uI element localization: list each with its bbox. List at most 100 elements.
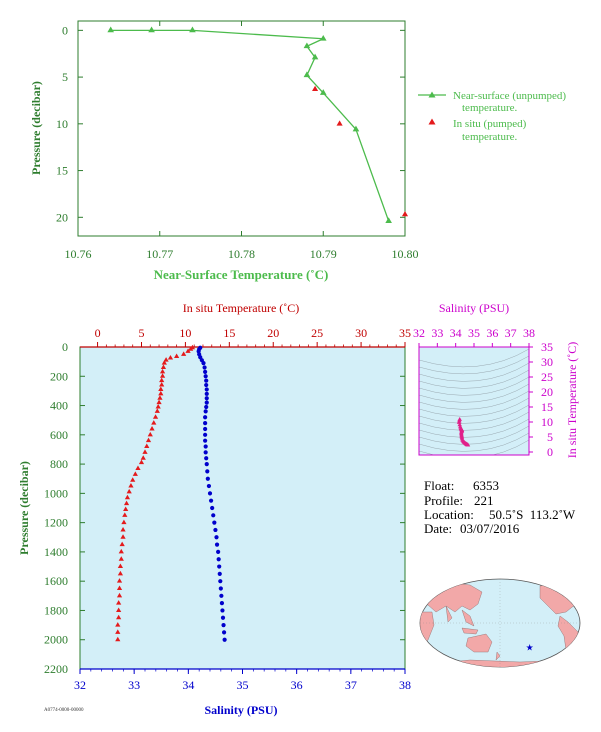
profile-pressure-tick-labels: 0 200 400 600 800 1000 1200 1400 1600 1800 2000 220… [44, 340, 68, 676]
salinity-tick-label: 38 [399, 678, 411, 692]
near-surface-point [311, 53, 319, 60]
near-surface-point [352, 125, 360, 132]
temperature-point [149, 425, 155, 431]
temperature-point [115, 636, 121, 642]
footer-code: A0774-0000-00000 [44, 708, 84, 713]
salinity-tick-label: 36 [291, 678, 303, 692]
float-value: 6353 [473, 478, 499, 493]
salinity-point [204, 391, 209, 396]
salinity-point [216, 557, 221, 562]
x-tick-label: 10.80 [392, 247, 419, 261]
x-tick-label: 10.78 [228, 247, 255, 261]
salinity-point [206, 483, 212, 489]
salinity-point [203, 450, 208, 455]
location-label: Location: [424, 507, 474, 522]
ts-y-tick-label: 30 [541, 355, 553, 369]
profile-salinity-series [196, 345, 227, 642]
temperature-point [157, 395, 163, 400]
near-surface-x-tick-labels: 10.76 10.77 10.78 10.79 10.80 [65, 247, 419, 261]
pressure-tick-label: 600 [50, 428, 68, 442]
ts-x-tick-label: 37 [505, 326, 517, 340]
location-info-row: Location: 50.5˚S 113.2˚W [424, 507, 575, 523]
temperature-point [154, 408, 160, 413]
ts-y-tick-label: 10 [541, 415, 553, 429]
pressure-tick-label: 800 [50, 457, 68, 471]
salinity-point [203, 432, 208, 437]
temperature-point [121, 519, 127, 525]
legend-label-near-surface-1: Near-surface (unpumped) [453, 90, 566, 102]
profile-temperature-axis-label: In situ Temperature (˚C) [183, 301, 300, 315]
pressure-tick-label: 1200 [44, 516, 68, 530]
ts-x-tick-label: 32 [413, 326, 425, 340]
location-value: 50.5˚S 113.2˚W [489, 507, 576, 522]
salinity-point [219, 593, 224, 598]
salinity-point [204, 396, 209, 401]
profile-salinity-tick-labels: 32 33 34 35 36 37 38 [74, 678, 411, 692]
temperature-point [116, 585, 123, 590]
profile-temperature-series [115, 344, 196, 642]
salinity-point [213, 527, 218, 533]
x-tick-label: 10.77 [146, 247, 173, 261]
legend-label-near-surface-2: temperature. [462, 102, 518, 114]
temperature-point [118, 548, 124, 554]
legend-label-in-situ-2: temperature. [462, 131, 518, 143]
salinity-point [214, 535, 219, 540]
float-info-row: Float: 6353 [424, 478, 499, 494]
ts-x-tick-label: 33 [431, 326, 443, 340]
x-tick-label: 10.76 [65, 247, 92, 261]
temperature-point [120, 534, 126, 539]
legend-label-in-situ-1: In situ (pumped) [453, 118, 527, 130]
ts-ticks [418, 343, 533, 453]
y-tick-label: 0 [62, 23, 68, 37]
salinity-tick-label: 37 [345, 678, 357, 692]
near-surface-point [107, 26, 115, 33]
salinity-tick-label: 34 [182, 678, 194, 692]
salinity-point [219, 601, 225, 606]
in-situ-point [312, 85, 319, 91]
near-surface-point [189, 26, 196, 33]
salinity-point [212, 520, 217, 525]
salinity-point [216, 549, 221, 555]
temperature-point [116, 600, 122, 605]
profile-label: Profile: [424, 493, 463, 508]
temperature-point [140, 455, 146, 460]
date-label: Date: [424, 521, 453, 536]
salinity-point [204, 404, 209, 410]
near-surface-point [303, 42, 311, 49]
salinity-point [211, 513, 216, 518]
salinity-point [220, 608, 225, 613]
temperature-point [122, 512, 128, 517]
salinity-point [208, 498, 214, 503]
near-surface-y-axis-label: Pressure (decibar) [29, 81, 43, 175]
temperature-point [138, 459, 145, 465]
temperature-tick-label: 20 [267, 326, 279, 340]
pressure-tick-label: 1400 [44, 545, 68, 559]
temperature-point [126, 488, 132, 494]
salinity-point [204, 461, 209, 467]
star-icon: ★ [526, 644, 534, 654]
salinity-point [217, 571, 222, 576]
salinity-point [203, 369, 208, 374]
profile-salinity-axis-label: Salinity (PSU) [204, 703, 277, 717]
salinity-tick-label: 33 [128, 678, 140, 692]
near-surface-point [148, 26, 155, 33]
temperature-point [123, 506, 129, 511]
salinity-point [203, 444, 208, 449]
temperature-point [163, 357, 169, 362]
temperature-point [145, 437, 152, 443]
temperature-tick-label: 15 [223, 326, 235, 340]
salinity-point [203, 438, 208, 443]
salinity-point [204, 382, 209, 388]
in-situ-series-markers [312, 85, 409, 217]
profile-chart: 0 5 10 15 20 25 30 35 32 33 34 35 36 37 38 0 200 400 600… [17, 301, 411, 717]
temperature-point [147, 431, 153, 437]
salinity-point [218, 586, 223, 591]
in-situ-point [336, 120, 343, 126]
pressure-tick-label: 2200 [44, 662, 68, 676]
y-tick-label: 15 [56, 164, 68, 178]
ts-point [456, 420, 462, 424]
temperature-point [116, 592, 123, 598]
salinity-point [222, 637, 227, 642]
pressure-tick-label: 2000 [44, 633, 68, 647]
